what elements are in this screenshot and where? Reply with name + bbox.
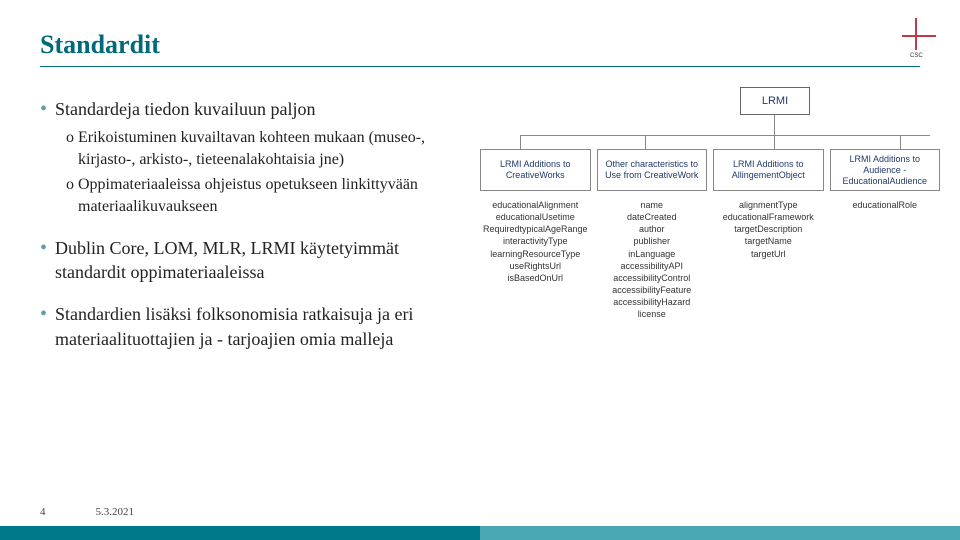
sub-bullet: o Oppimateriaaleissa ohjeistus opetuksee… — [66, 174, 460, 217]
diagram-list-item: educationalFramework — [713, 211, 824, 223]
diagram-list-item: inLanguage — [597, 248, 708, 260]
diagram-mid-box: LRMI Additions to CreativeWorks — [480, 149, 591, 191]
sub-bullet-marker: o — [66, 174, 74, 217]
diagram-connector — [645, 135, 646, 149]
bullet-item: • Dublin Core, LOM, MLR, LRMI käytetyimm… — [40, 236, 460, 285]
bullet-dot-icon: • — [40, 236, 47, 285]
bullet-text: Standardeja tiedon kuvailuun paljon — [55, 97, 460, 121]
bullet-dot-icon: • — [40, 97, 47, 121]
diagram-connector — [520, 135, 521, 149]
diagram-list-item: accessibilityControl — [597, 272, 708, 284]
diagram-list-col: alignmentTypeeducationalFrameworktargetD… — [713, 199, 824, 320]
page-number: 4 — [40, 506, 46, 518]
diagram-mid-box: Other characteristics to Use from Creati… — [597, 149, 708, 191]
bottom-accent-bar — [0, 526, 960, 540]
sub-bullet-text: Erikoistuminen kuvailtavan kohteen mukaa… — [78, 127, 460, 170]
diagram-list-item: targetUrl — [713, 248, 824, 260]
diagram-list-item: educationalUsetime — [480, 211, 591, 223]
diagram-list-item: accessibilityAPI — [597, 260, 708, 272]
bullet-text: Dublin Core, LOM, MLR, LRMI käytetyimmät… — [55, 236, 460, 285]
diagram-connector — [774, 115, 775, 135]
svg-text:CSC: CSC — [910, 53, 923, 58]
bullet-text: Standardien lisäksi folksonomisia ratkai… — [55, 302, 460, 351]
diagram-mid-box: LRMI Additions to Audience - Educational… — [830, 149, 941, 191]
diagram-list-item: dateCreated — [597, 211, 708, 223]
bullet-item: • Standardien lisäksi folksonomisia ratk… — [40, 302, 460, 351]
diagram-list-item: educationalAlignment — [480, 199, 591, 211]
diagram-list-item: targetName — [713, 235, 824, 247]
slide-footer: 4 5.3.2021 — [40, 506, 134, 518]
bullet-dot-icon: • — [40, 302, 47, 351]
diagram-list-item: RequiredtypicalAgeRange — [480, 223, 591, 235]
diagram-list-item: accessibilityFeature — [597, 284, 708, 296]
sub-bullet-marker: o — [66, 127, 74, 170]
diagram-list-item: publisher — [597, 235, 708, 247]
slide-title: Standardit — [40, 30, 920, 60]
diagram-list-item: learningResourceType — [480, 248, 591, 260]
diagram-top-box: LRMI — [740, 87, 810, 115]
title-underline — [40, 66, 920, 67]
diagram-list-item: author — [597, 223, 708, 235]
diagram-list-col: educationalRole — [830, 199, 941, 320]
diagram-list-item: alignmentType — [713, 199, 824, 211]
diagram-list-item: license — [597, 308, 708, 320]
diagram-list-item: isBasedOnUrl — [480, 272, 591, 284]
diagram-mid-box: LRMI Additions to AllingementObject — [713, 149, 824, 191]
slide-date: 5.3.2021 — [96, 506, 135, 518]
diagram-connector — [900, 135, 901, 149]
diagram-list-item: educationalRole — [830, 199, 941, 211]
diagram-connector — [774, 135, 775, 149]
diagram-list-item: name — [597, 199, 708, 211]
sub-bullet: o Erikoistuminen kuvailtavan kohteen muk… — [66, 127, 460, 170]
diagram-list-col: namedateCreatedauthorpublisherinLanguage… — [597, 199, 708, 320]
csc-logo: CSC — [896, 18, 936, 58]
diagram-list-col: educationalAlignmenteducationalUsetimeRe… — [480, 199, 591, 320]
diagram-list-item: interactivityType — [480, 235, 591, 247]
bullet-list: • Standardeja tiedon kuvailuun paljon o … — [40, 97, 460, 369]
bullet-item: • Standardeja tiedon kuvailuun paljon o … — [40, 97, 460, 218]
diagram-list-item: accessibilityHazard — [597, 296, 708, 308]
diagram-list-item: targetDescription — [713, 223, 824, 235]
diagram-connector — [520, 135, 930, 136]
diagram-list-item: useRightsUrl — [480, 260, 591, 272]
sub-bullet-text: Oppimateriaaleissa ohjeistus opetukseen … — [78, 174, 460, 217]
